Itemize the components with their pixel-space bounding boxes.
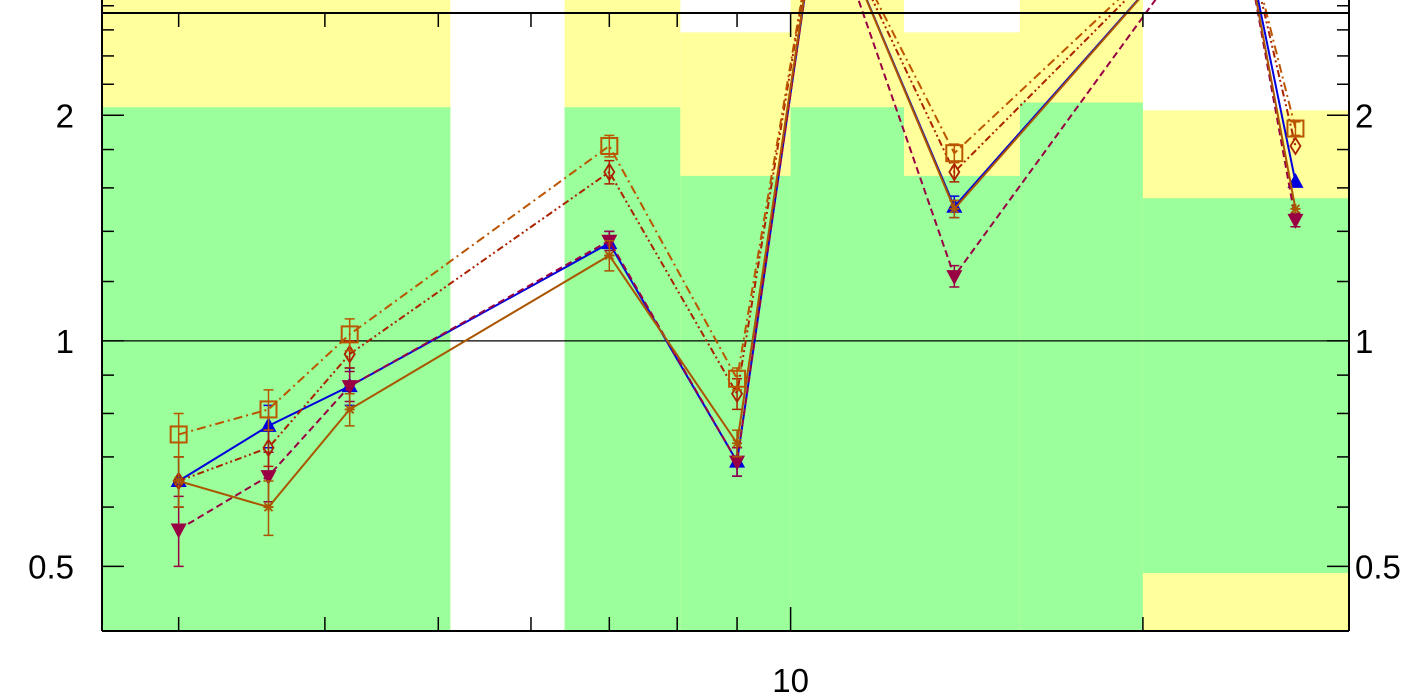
- point-1-6: [946, 270, 963, 286]
- point-2-4: [730, 384, 744, 404]
- band-layer: [102, 0, 1349, 631]
- series-4: [173, 0, 1301, 537]
- error-bar-3-8: [1290, 121, 1301, 137]
- error-bar-3-6: [949, 143, 960, 164]
- y-tick-label-left-0: 0.5: [28, 548, 74, 585]
- point-2-8: [1289, 136, 1302, 156]
- y-tick-label-right-2: 2: [1355, 97, 1373, 134]
- tick-labels: 0.5 0.5 1 1 2 2 10: [28, 97, 1401, 697]
- point-2-1: [262, 438, 275, 458]
- point-1-1: [260, 470, 277, 486]
- point-3-6: [945, 144, 964, 163]
- band-green-6: [1142, 198, 1349, 573]
- band-green-4: [904, 175, 1020, 631]
- band-green-5: [1019, 102, 1143, 631]
- point-2-3: [603, 162, 616, 182]
- band-green-3: [790, 107, 905, 631]
- point-4-8: [1290, 203, 1301, 214]
- point-4-2: [344, 404, 355, 415]
- point-4-4: [732, 438, 743, 449]
- point-3-8: [1286, 119, 1305, 138]
- error-bar-3-2: [344, 318, 355, 352]
- error-bar-3-1: [263, 389, 274, 431]
- y-tick-label-right-1: 1: [1355, 323, 1373, 360]
- point-1-8: [1287, 213, 1304, 229]
- point-3-4: [728, 369, 747, 388]
- point-4-0: [173, 476, 184, 487]
- y-tick-label-left-1: 1: [56, 323, 74, 360]
- y-tick-label-left-2: 2: [56, 97, 74, 134]
- axes-frame: [101, 0, 1350, 632]
- point-4-3: [604, 250, 615, 261]
- point-4-1: [263, 502, 274, 513]
- point-1-4: [729, 455, 746, 471]
- point-3-2: [340, 325, 359, 344]
- x-tick-label-0: 10: [772, 662, 809, 697]
- series-3: [169, 0, 1305, 458]
- point-4-6: [949, 203, 960, 214]
- band-green-1: [564, 107, 681, 631]
- point-1-0: [170, 523, 187, 539]
- band-green-2: [680, 175, 791, 631]
- series-line-1: [178, 0, 1297, 531]
- series-layer: [169, 0, 1305, 568]
- band-green-0: [102, 107, 451, 631]
- y-tick-label-right-0: 0.5: [1355, 548, 1401, 585]
- point-3-0: [169, 425, 188, 444]
- point-2-6: [948, 162, 961, 182]
- point-3-3: [600, 136, 619, 155]
- point-1-2: [341, 380, 358, 396]
- series-1: [170, 0, 1304, 568]
- point-3-1: [259, 400, 278, 419]
